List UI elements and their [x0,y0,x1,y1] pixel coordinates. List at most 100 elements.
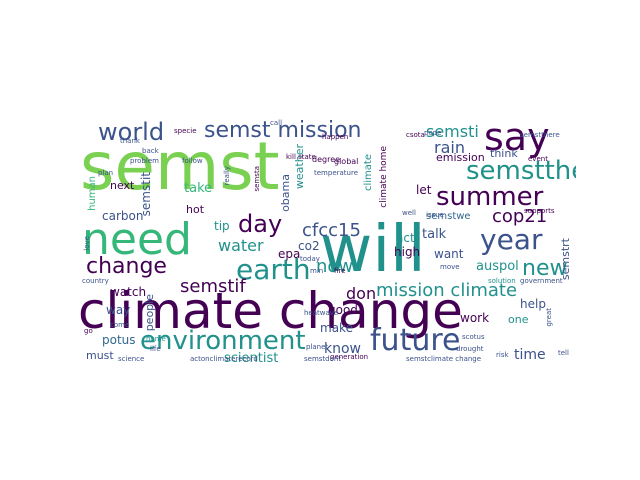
word-today: today [300,255,320,263]
word-mission-climate: mission climate [376,280,518,301]
word-min: min [310,267,324,275]
word-way: way [106,303,131,317]
word-semsti: semsti [426,122,479,141]
word-fire: fire [334,267,346,275]
word-help: help [520,297,546,311]
word-planet: planet [306,343,329,351]
word-semsta: semsta [253,166,261,192]
word-say: say [484,118,550,159]
word-epa: epa [278,247,301,261]
word-don: don [346,284,377,303]
word-love: love [83,236,91,251]
word-event: event [528,155,548,163]
word-kill-state: kill state [286,153,316,161]
word-scotus: scotus [462,333,485,341]
word-great: great [545,308,553,327]
word-work: work [460,311,490,325]
word-time: time [514,347,546,363]
word-act: act [396,231,415,245]
word-semstit: semstit [139,172,153,217]
word-climate: climate [363,154,374,191]
word-weather: weather [293,144,306,190]
word-move: move [440,263,460,271]
word-will: will [320,213,426,287]
word-people: people [143,294,156,332]
word-human: human [87,176,98,211]
word-future: future [370,323,461,358]
word-water: water [218,236,264,255]
word-hot: hot [186,203,205,216]
word-semstdont: semstdont [304,355,342,363]
word-cop21: cop21 [492,206,548,227]
word-problem: problem [130,157,159,165]
word-one: one [508,313,529,326]
word-obama: obama [279,174,292,212]
word-solution: solution [488,277,516,285]
word-emission: emission [436,151,485,164]
word-semstwe: semstwe [426,211,471,222]
word-generation: generation [330,353,369,361]
word-need: need [82,214,192,265]
word-take: take [184,181,213,196]
word-semstclimate-change: semstclimate change [406,355,482,363]
word-home: home [146,335,166,343]
word-science: science [118,355,145,363]
word-pope: pope [424,129,442,137]
word-cfcc15: cfcc15 [302,220,361,241]
word-really: really [223,166,231,186]
word-climate-home: climate home [379,146,389,208]
word-carbon: carbon [102,209,144,223]
word-semst: semst [80,128,280,205]
word-tip: tip [214,219,230,233]
word-scientist: scientist [224,351,279,366]
word-day: day [238,210,283,238]
word-back: back [142,147,159,155]
word-next: next [110,179,135,192]
word-life: life [150,345,161,353]
word-climate-change: climate change [80,282,463,340]
word-auspol: auspol [476,259,519,274]
word-follow: follow [182,157,203,165]
word-watch: watch [110,285,147,299]
word-semstthe: semstthe [466,156,576,186]
word-happen: happen [322,133,349,141]
word-year: year [480,223,543,256]
word-co2: co2 [298,239,320,253]
word-change: change [86,254,167,279]
word-want: want [434,247,464,261]
word-country: country [82,277,109,285]
word-environment: environment [140,326,306,356]
word-tell: tell [558,349,569,357]
word-semstrt: semstrt [559,238,572,281]
word-rain: rain [434,138,465,157]
word-issue: issue [426,211,444,219]
word-potus: potus [102,333,136,347]
word-supports: supports [524,207,555,215]
word-heatwave: heatwave [304,309,339,317]
word-thank: thank [120,137,140,145]
word-specie: specie [174,127,197,135]
word-talk: talk [422,227,447,242]
word-global: global [334,157,359,166]
word-summer: summer [436,182,544,212]
word-must: must [86,349,114,362]
word-think: think [490,147,518,160]
word-degree: degree [312,155,341,164]
word-temperature: temperature [314,169,358,177]
word-government: government [520,277,563,285]
word-make: make [320,321,353,335]
word-call: call [270,119,283,127]
word-good: good [328,303,358,317]
word-semstthere: semstthere [520,131,560,139]
word-actonclimaterecord: actonclimaterecord [190,355,258,363]
word-well: well [402,209,416,217]
word-csota: csota [406,131,425,139]
word-know: know [324,341,361,357]
word-come: come [110,321,130,329]
word-drought: drought [456,345,484,353]
word-world: world [98,118,165,146]
word-high: high [394,245,421,259]
word-semstif: semstif [180,276,246,297]
word-earth: earth [236,253,311,286]
word-new: new [522,256,568,281]
